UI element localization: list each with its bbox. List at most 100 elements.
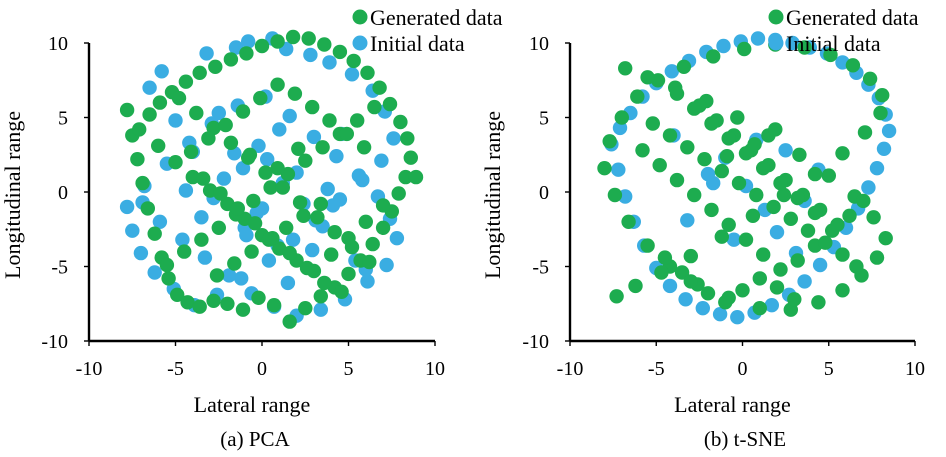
data-point xyxy=(635,143,650,158)
data-point xyxy=(878,231,893,246)
data-point xyxy=(640,238,655,253)
data-point xyxy=(678,292,693,307)
data-point xyxy=(706,49,721,64)
data-point xyxy=(313,302,328,317)
data-point xyxy=(147,226,162,241)
data-point xyxy=(750,31,766,46)
data-point xyxy=(714,229,729,244)
data-point xyxy=(845,58,861,73)
data-point xyxy=(738,146,754,161)
data-point xyxy=(325,198,341,213)
data-point xyxy=(408,169,424,185)
data-point xyxy=(263,180,278,195)
data-point xyxy=(881,123,897,139)
data-point xyxy=(159,257,175,273)
data-point xyxy=(768,122,783,137)
x-tick-label: -5 xyxy=(167,358,184,380)
data-point xyxy=(168,113,183,128)
data-point xyxy=(609,289,624,304)
data-point xyxy=(360,65,375,81)
data-point xyxy=(322,113,337,128)
data-point xyxy=(664,64,679,79)
data-point xyxy=(669,172,685,188)
data-point xyxy=(211,105,226,121)
data-point xyxy=(704,202,719,218)
x-tick-label: -5 xyxy=(648,358,665,380)
data-point xyxy=(291,141,306,156)
data-point xyxy=(869,161,885,176)
legend-marker xyxy=(352,9,368,25)
data-point xyxy=(712,307,728,322)
data-point xyxy=(279,220,294,235)
data-point xyxy=(730,110,745,125)
data-point xyxy=(306,129,322,145)
data-point xyxy=(792,147,807,162)
data-point xyxy=(235,104,251,119)
data-point xyxy=(270,161,285,176)
y-axis-title: Longitudinal range xyxy=(480,111,505,279)
data-point xyxy=(230,201,245,216)
legend-marker xyxy=(768,9,784,25)
data-point xyxy=(298,153,313,168)
data-point xyxy=(218,117,233,133)
y-tick-label: -5 xyxy=(532,257,549,279)
data-point xyxy=(310,210,325,225)
data-point xyxy=(398,169,413,185)
data-point xyxy=(178,74,194,89)
data-point xyxy=(721,217,736,232)
legend-marker xyxy=(352,35,368,51)
data-point xyxy=(213,186,228,201)
data-point xyxy=(645,116,660,131)
data-point xyxy=(194,232,209,247)
data-point xyxy=(835,247,850,262)
data-point xyxy=(322,55,337,70)
data-point xyxy=(700,286,716,301)
data-point xyxy=(835,146,850,161)
data-point xyxy=(303,47,318,63)
data-point xyxy=(275,180,290,195)
data-point xyxy=(151,138,166,153)
data-point xyxy=(135,175,150,191)
data-point xyxy=(680,213,695,228)
data-point xyxy=(614,110,629,125)
data-point xyxy=(752,271,767,286)
data-point xyxy=(305,242,320,258)
data-point xyxy=(201,131,216,146)
data-point xyxy=(334,284,349,299)
data-point xyxy=(375,198,391,213)
data-point xyxy=(821,168,836,183)
data-point xyxy=(161,271,176,286)
x-tick-label: 5 xyxy=(824,358,834,380)
y-axis-title: Longitudinal range xyxy=(0,111,25,279)
data-point xyxy=(849,259,864,274)
data-point xyxy=(216,171,232,186)
data-point xyxy=(251,290,266,305)
data-point xyxy=(132,122,147,137)
data-point xyxy=(674,265,690,280)
x-tick-label: 5 xyxy=(344,358,354,380)
data-point xyxy=(292,195,308,210)
x-axis-title: Lateral range xyxy=(674,392,791,417)
data-point xyxy=(192,65,207,81)
data-point xyxy=(350,113,365,128)
data-point xyxy=(327,225,342,240)
data-point xyxy=(719,149,735,164)
data-point xyxy=(346,53,361,69)
data-point xyxy=(223,135,239,150)
data-point xyxy=(254,38,270,54)
data-point xyxy=(142,80,157,95)
data-point xyxy=(375,220,391,235)
data-point xyxy=(282,108,297,124)
x-tick-label: 0 xyxy=(257,358,267,380)
data-point xyxy=(787,292,802,307)
data-point xyxy=(362,254,377,270)
data-point xyxy=(683,274,698,289)
data-point xyxy=(152,214,168,229)
data-point xyxy=(285,232,301,247)
data-point xyxy=(358,214,373,229)
data-point xyxy=(223,52,239,67)
panel-caption: (b) t-SNE xyxy=(704,427,786,451)
data-point xyxy=(628,278,643,294)
